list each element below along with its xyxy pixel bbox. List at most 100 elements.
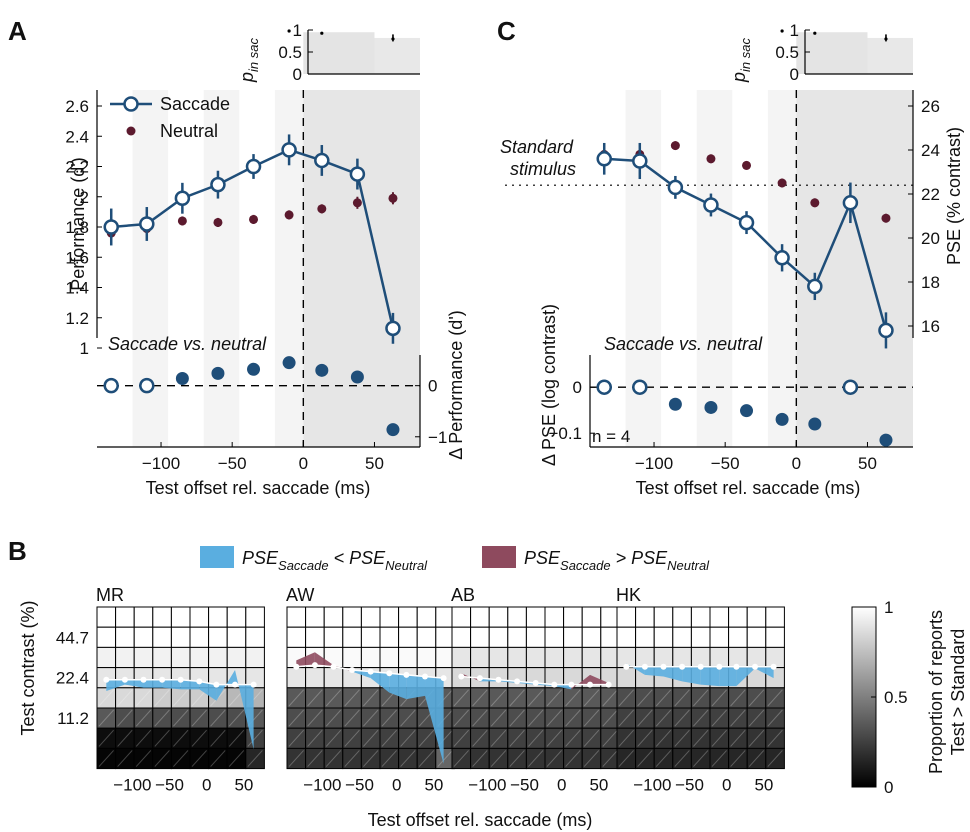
heatmap-cell: [189, 646, 210, 669]
hatch: [583, 689, 600, 707]
pse-neutral-point: [514, 678, 521, 685]
colorbar-tick-label: 1: [884, 598, 893, 617]
panel-c-xlabel: Test offset rel. saccade (ms): [636, 478, 861, 498]
pse-difference-area: [755, 666, 774, 679]
hatch: [247, 750, 263, 767]
hatch: [655, 709, 672, 727]
heatmap-cell: [488, 606, 509, 628]
x-tick-label: 50: [754, 776, 773, 795]
saccade-point: [878, 322, 894, 339]
heatmap-cell: [709, 626, 730, 648]
y-tick-label: 1: [80, 339, 89, 358]
hatch: [655, 729, 672, 747]
delta-tick-label: −0.1: [548, 424, 582, 443]
heatmap-cell: [416, 606, 437, 628]
x-tick-label: −50: [155, 776, 184, 795]
heatmap-cell: [305, 606, 325, 628]
hatch: [618, 750, 634, 767]
pse-neutral-point: [697, 663, 704, 670]
x-tick-label: 0: [792, 454, 801, 473]
neutral-point: [352, 198, 362, 208]
p-in-sac-point: [287, 29, 291, 33]
pse-neutral-point: [367, 668, 374, 675]
panel-b: PSESaccade < PSENeutral PSESaccade > PSE…: [18, 546, 968, 830]
heatmap-cell: [653, 626, 674, 648]
pse-neutral-point: [679, 663, 686, 670]
delta-tick-label: 0: [573, 378, 582, 397]
hatch: [135, 750, 152, 767]
pse-neutral-point: [551, 681, 558, 688]
colorbar-label-1: Proportion of reports: [926, 610, 946, 774]
delta-point-significant: [808, 417, 822, 431]
pse-difference-area: [106, 679, 125, 692]
hatch: [767, 709, 783, 727]
y-tick-label: 11.2: [57, 709, 89, 728]
pse-neutral-point: [196, 678, 203, 685]
hatch: [228, 750, 245, 767]
legend-saccade-label: Saccade: [160, 94, 230, 114]
saccade-point: [210, 176, 226, 193]
hatch: [98, 709, 114, 727]
hatch: [602, 689, 618, 707]
heatmap-cell: [525, 606, 546, 628]
panel-c-n-label: n = 4: [592, 427, 630, 446]
hatch: [381, 750, 397, 767]
hatch: [135, 689, 152, 707]
panel-label-a: A: [8, 16, 27, 46]
hatch: [767, 729, 783, 747]
pse-difference-area: [162, 679, 181, 690]
hatch: [418, 750, 435, 767]
legend-pse-greater-swatch: [482, 546, 516, 568]
post-saccade-band: [303, 90, 420, 447]
delta-point-significant: [704, 400, 718, 414]
x-tick-label: −100: [633, 776, 671, 795]
hatch: [117, 709, 133, 727]
neutral-point: [213, 217, 223, 227]
heatmap-cell: [133, 606, 154, 628]
hatch: [247, 729, 263, 747]
y-tick-label: 44.7: [56, 628, 89, 647]
panel-a-delta-ylabel: Δ Performance (d'): [446, 310, 466, 460]
hatch: [674, 729, 690, 747]
pse-difference-area: [235, 670, 254, 750]
heatmap-cell: [507, 606, 527, 628]
saccade-point: [667, 179, 684, 196]
hatch: [472, 689, 488, 707]
hatch: [363, 689, 379, 707]
heatmap-cell: [379, 606, 400, 628]
heatmap-cell: [451, 646, 472, 669]
p-in-sac-bar-mid: [796, 32, 868, 74]
pse-neutral-point: [386, 670, 393, 677]
x-tick-label: −100: [113, 776, 151, 795]
pse-neutral-point: [752, 663, 759, 670]
panel-c-psac-p: pin sac: [729, 38, 753, 83]
delta-tick-label: 0: [428, 377, 437, 396]
panel-c-delta-ylabel: Δ PSE (log contrast): [539, 304, 559, 466]
hatch: [363, 709, 379, 727]
saccade-point: [596, 151, 612, 167]
x-tick-label: 50: [858, 454, 877, 473]
hatch: [565, 750, 581, 767]
hatch: [509, 750, 525, 767]
hatch: [210, 729, 226, 747]
panel-label-b: B: [8, 536, 27, 566]
x-tick-label: 50: [589, 776, 608, 795]
pse-neutral-point: [159, 676, 166, 683]
hatch: [98, 689, 114, 707]
hatch: [98, 729, 114, 747]
band-0: [132, 90, 169, 447]
p-in-sac-tick-label: 1: [790, 21, 799, 40]
heatmap-cell: [525, 646, 546, 669]
hatch: [154, 729, 170, 747]
heatmap-cell: [226, 626, 247, 648]
delta-point: [842, 379, 859, 395]
heatmap-cell: [507, 626, 527, 648]
hatch: [191, 750, 207, 767]
y-tick-label: 18: [921, 273, 940, 292]
x-tick-label: −100: [303, 776, 341, 795]
p-in-sac-bar-post: [374, 37, 420, 74]
hatch: [154, 709, 170, 727]
hatch: [344, 689, 360, 707]
y-tick-label: 20: [921, 229, 940, 248]
y-tick-label: 1.4: [65, 279, 89, 298]
